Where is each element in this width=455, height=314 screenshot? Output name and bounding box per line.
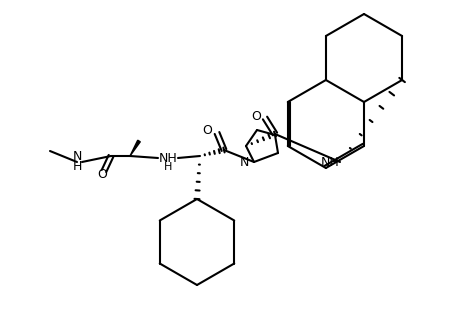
Text: N: N [72, 150, 81, 164]
Text: NH: NH [320, 155, 339, 169]
Text: NH: NH [158, 151, 177, 165]
Text: H: H [72, 160, 81, 172]
Text: O: O [202, 124, 212, 138]
Text: H: H [163, 162, 172, 172]
Text: N: N [239, 155, 248, 169]
Text: O: O [97, 167, 107, 181]
Polygon shape [130, 140, 140, 156]
Text: O: O [251, 110, 260, 122]
